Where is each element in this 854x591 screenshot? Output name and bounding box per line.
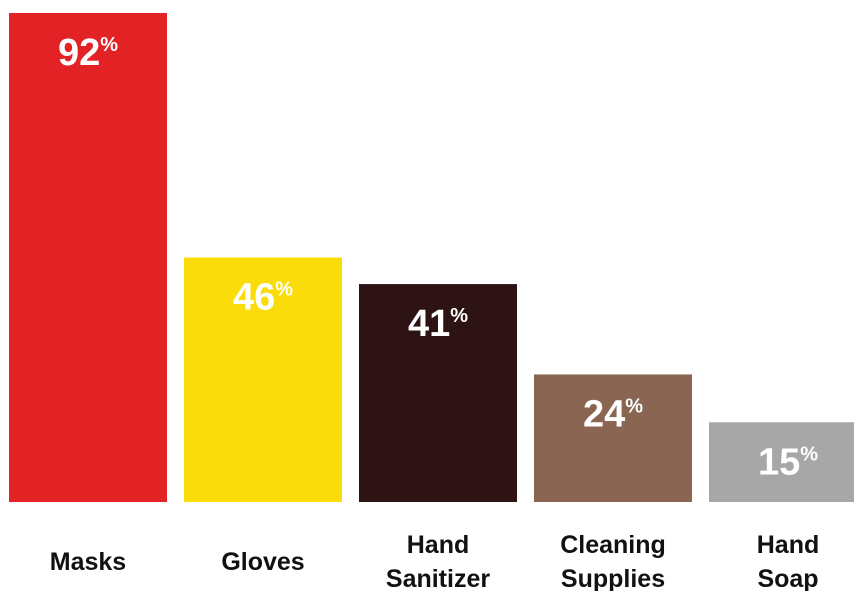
category-labels-group: Masks Gloves Hand Sanitizer Cleaning Supplies… [50,531,819,591]
category-label-4: Hand Soap [757,531,820,591]
bar-4 [709,422,854,502]
category-label-1: Gloves [221,548,304,576]
bar-3 [534,374,692,502]
bars-group [9,13,854,502]
category-label-2: Hand Sanitizer [386,531,490,591]
bar-0 [9,13,167,502]
category-label-3: Cleaning Supplies [560,531,666,591]
bar-2 [359,284,517,502]
bar-value-label-3: 24% [583,393,643,435]
bar-value-label-2: 41% [408,303,468,345]
bar-value-label-4: 15% [758,441,818,483]
bar-value-label-1: 46% [233,277,293,319]
value-labels-group: 92% 46% 41% 24% 15% [58,32,818,483]
category-label-0: Masks [50,548,126,576]
bar-value-label-0: 92% [58,32,118,74]
bar-1 [184,257,342,502]
